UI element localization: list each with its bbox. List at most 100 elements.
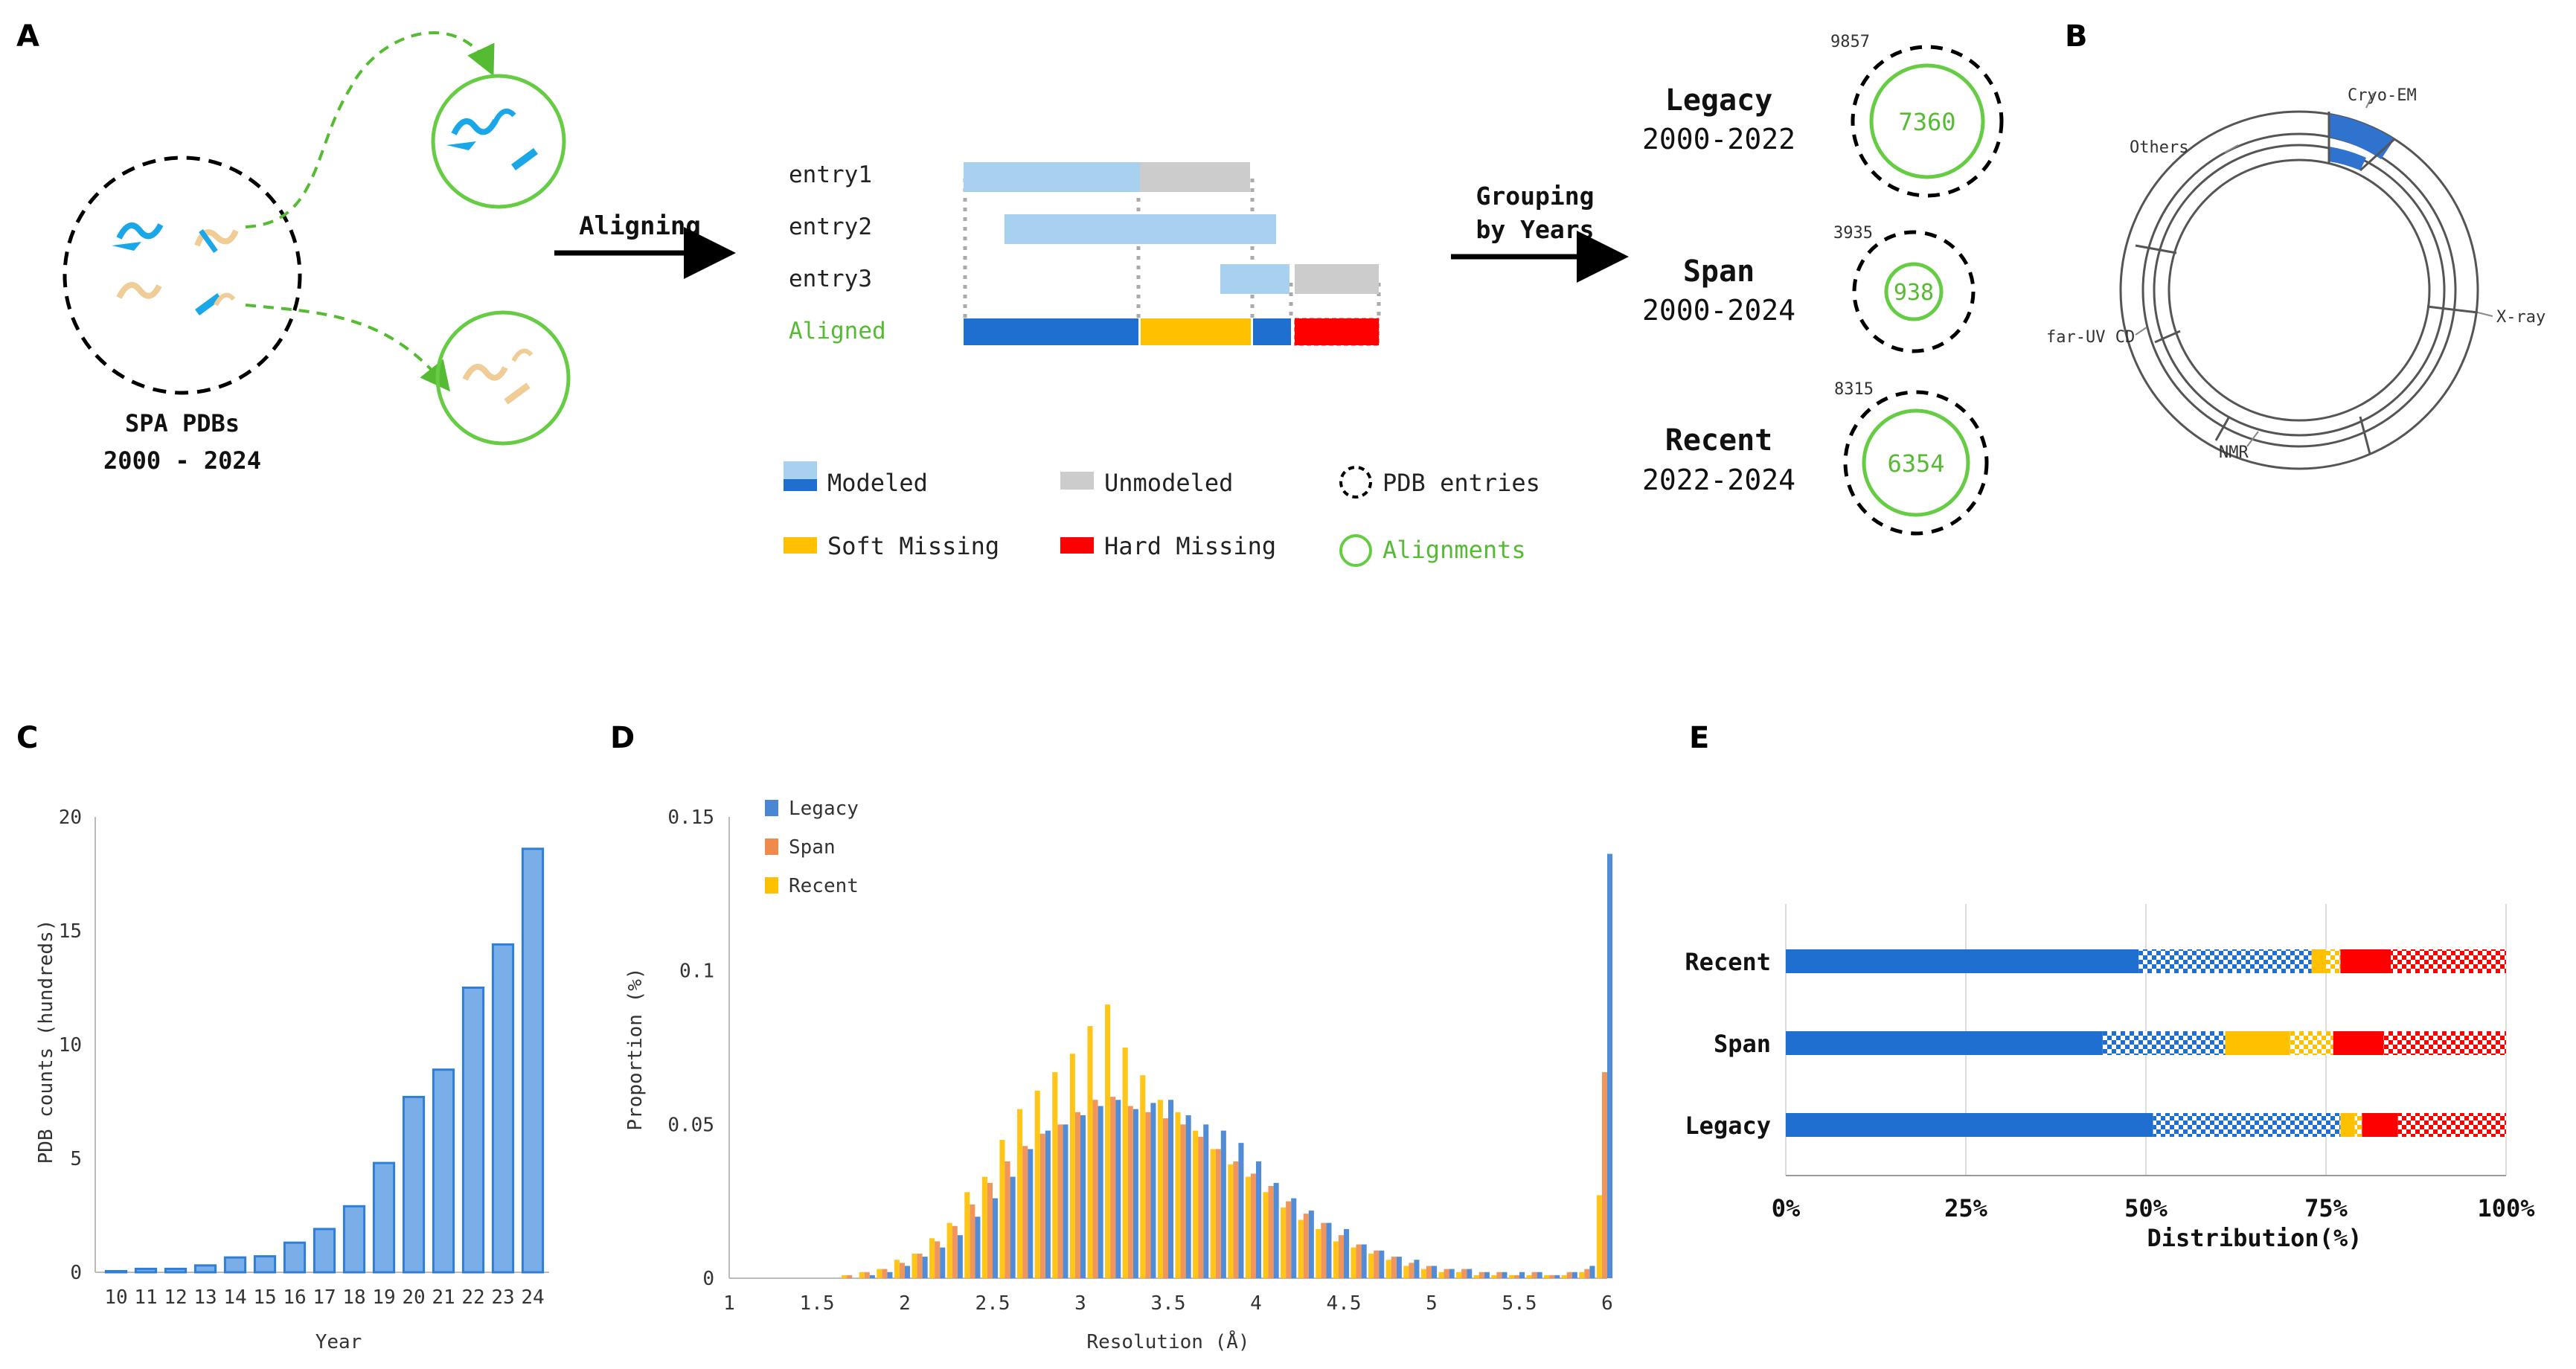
d-xtick: 2 xyxy=(899,1292,911,1315)
entry3-unmodeled-bar xyxy=(1295,264,1379,294)
d-bar-legacy xyxy=(1449,1269,1455,1278)
d-bar-legacy xyxy=(1607,853,1613,1278)
d-bar-span xyxy=(987,1182,993,1278)
group-legacy-name: Legacy xyxy=(1665,83,1773,118)
d-bar-span xyxy=(1584,1269,1590,1278)
d-bar-span xyxy=(1303,1213,1309,1278)
d-xtick: 5 xyxy=(1426,1292,1438,1315)
e-segment xyxy=(2354,1113,2362,1137)
e-segment xyxy=(2102,1031,2226,1055)
entry2-modeled-bar xyxy=(1005,214,1276,244)
c-bar xyxy=(134,1267,158,1274)
c-xtick: 21 xyxy=(432,1286,455,1309)
d-bar-span xyxy=(1496,1272,1502,1278)
group-legacy-entries-circle xyxy=(1851,45,2004,198)
group-legacy-years: 2000-2022 xyxy=(1642,123,1795,156)
c-xtick: 13 xyxy=(193,1286,217,1309)
c-bar xyxy=(253,1255,277,1274)
c-xtick: 14 xyxy=(223,1286,246,1309)
c-bar xyxy=(372,1161,396,1274)
d-bar-span xyxy=(1461,1269,1467,1278)
d-bar-legacy xyxy=(1063,1124,1068,1278)
c-ytick: 5 xyxy=(70,1148,82,1170)
d-bar-recent xyxy=(1175,1112,1181,1278)
d-bar-legacy xyxy=(922,1257,928,1278)
d-bar-span xyxy=(1074,1112,1080,1278)
d-bar-recent xyxy=(1193,1130,1199,1278)
group-recent-alignments: 6354 xyxy=(1887,449,1944,478)
c-ytick: 10 xyxy=(59,1034,82,1057)
d-bar-span xyxy=(1286,1201,1292,1278)
d-bar-span xyxy=(952,1225,958,1278)
spa-title: SPA PDBs xyxy=(125,409,240,437)
d-bar-span xyxy=(1601,1072,1607,1278)
d-xtick: 1 xyxy=(723,1292,735,1315)
d-bar-recent xyxy=(1526,1275,1532,1278)
d-bar-recent xyxy=(1316,1228,1321,1278)
group-span-name: Span xyxy=(1683,254,1755,289)
entry1-label: entry1 xyxy=(789,161,872,188)
cryo-em-wedge-outer xyxy=(2329,114,2394,159)
d-bar-recent xyxy=(1245,1176,1251,1278)
d-bar-recent xyxy=(1052,1072,1058,1278)
panel-label-e: E xyxy=(1689,721,1709,755)
d-bar-recent xyxy=(1351,1247,1356,1278)
e-segment xyxy=(2290,1031,2333,1055)
c-bar xyxy=(521,847,545,1274)
e-xlabel: Distribution(%) xyxy=(2147,1224,2362,1252)
legend-alignments: Alignments xyxy=(1382,536,1526,564)
e-segment xyxy=(2340,1113,2355,1137)
d-bar-recent xyxy=(1456,1272,1462,1278)
d-bar-recent xyxy=(929,1238,935,1278)
d-bar-recent xyxy=(1140,1075,1146,1278)
d-bar-span xyxy=(1127,1106,1133,1278)
c-bar xyxy=(104,1269,128,1274)
d-bar-span xyxy=(1092,1100,1098,1278)
d-legend-swatch xyxy=(765,877,778,894)
d-bar-recent xyxy=(946,1222,952,1278)
protein-tan-icon xyxy=(116,282,162,299)
d-bar-legacy xyxy=(1238,1143,1244,1278)
d-bar-recent xyxy=(859,1272,865,1278)
alignment-guides xyxy=(963,179,1381,320)
d-xtick: 6 xyxy=(1601,1292,1613,1315)
ring-inner-edge-1 xyxy=(2153,144,2446,437)
d-bar-span xyxy=(1444,1269,1449,1278)
d-bar-recent xyxy=(1420,1269,1426,1278)
d-bar-span xyxy=(1180,1124,1186,1278)
panel-label-c: C xyxy=(16,721,38,755)
protein-blue-icon xyxy=(199,228,218,254)
c-xtick: 18 xyxy=(342,1286,365,1309)
e-segment xyxy=(2225,1031,2290,1055)
ring-inner-edge-2 xyxy=(2168,158,2431,422)
legend-unmodeled-swatch xyxy=(1060,472,1094,490)
c-bar xyxy=(313,1228,336,1274)
e-xtick: 25% xyxy=(1944,1194,1988,1222)
d-ytick: 0.05 xyxy=(667,1114,714,1136)
c-xtick: 10 xyxy=(104,1286,127,1309)
d-bar-span xyxy=(1338,1235,1344,1278)
d-bar-legacy xyxy=(1344,1228,1350,1278)
c-bar xyxy=(193,1264,217,1274)
e-segment xyxy=(2391,949,2506,973)
d-bar-legacy xyxy=(1554,1275,1560,1278)
protein-blue-icon xyxy=(112,242,141,251)
aligned-hard-missing-bar xyxy=(1294,318,1380,346)
e-segment xyxy=(2326,949,2341,973)
d-bar-span xyxy=(1057,1124,1063,1278)
c-xtick: 24 xyxy=(521,1286,544,1309)
d-bar-legacy xyxy=(1414,1260,1420,1278)
d-bar-span xyxy=(847,1275,853,1278)
legend-alignments-icon xyxy=(1339,534,1372,567)
d-bar-legacy xyxy=(1467,1269,1473,1278)
e-segment xyxy=(1786,949,2139,973)
e-xtick: 50% xyxy=(2124,1194,2168,1222)
e-segment xyxy=(2138,949,2312,973)
chart-d: Resolution (Å) Proportion (%) 0 0.05 0.1 0.… xyxy=(624,798,1613,1353)
group-recent-name: Recent xyxy=(1665,423,1773,458)
cluster-circle-blue xyxy=(431,74,566,209)
c-xtick: 11 xyxy=(134,1286,157,1309)
d-bar-legacy xyxy=(1132,1109,1138,1278)
ring-mid-edge xyxy=(2141,132,2457,448)
